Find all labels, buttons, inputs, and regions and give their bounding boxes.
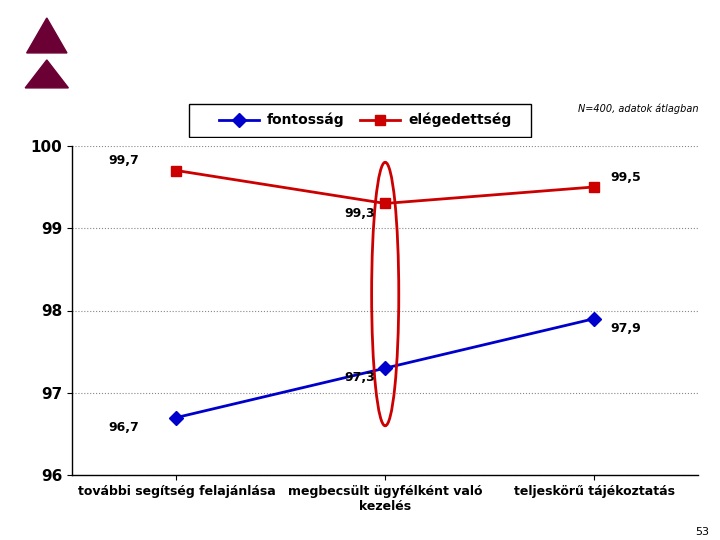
Text: 99,5: 99,5 <box>611 171 642 184</box>
Text: 96,7: 96,7 <box>108 421 139 434</box>
Polygon shape <box>11 8 83 88</box>
Text: elégedettség: elégedettség <box>408 113 511 127</box>
Text: (RÉSEKRE RENDEZVE, MAX. ÉRT. = 100 PONT): (RÉSEKRE RENDEZVE, MAX. ÉRT. = 100 PONT) <box>94 64 469 82</box>
Text: 99,3: 99,3 <box>344 207 374 220</box>
Polygon shape <box>27 18 67 53</box>
Text: 97,9: 97,9 <box>611 322 642 335</box>
Text: 97,3: 97,3 <box>344 372 374 384</box>
Text: fontosság: fontosság <box>266 113 344 127</box>
Text: AZ ÜGYFÉLKISZOLGÁLÁS VIZSGÁLT TÉNYEZŐINEK ÉRTÉKELÉSE: AZ ÜGYFÉLKISZOLGÁLÁS VIZSGÁLT TÉNYEZŐINE… <box>94 23 609 37</box>
Text: 99,7: 99,7 <box>108 154 139 167</box>
Polygon shape <box>25 60 68 88</box>
Text: N=400, adatok átlagban: N=400, adatok átlagban <box>578 104 698 114</box>
FancyBboxPatch shape <box>189 104 531 137</box>
Text: 53: 53 <box>696 526 709 537</box>
